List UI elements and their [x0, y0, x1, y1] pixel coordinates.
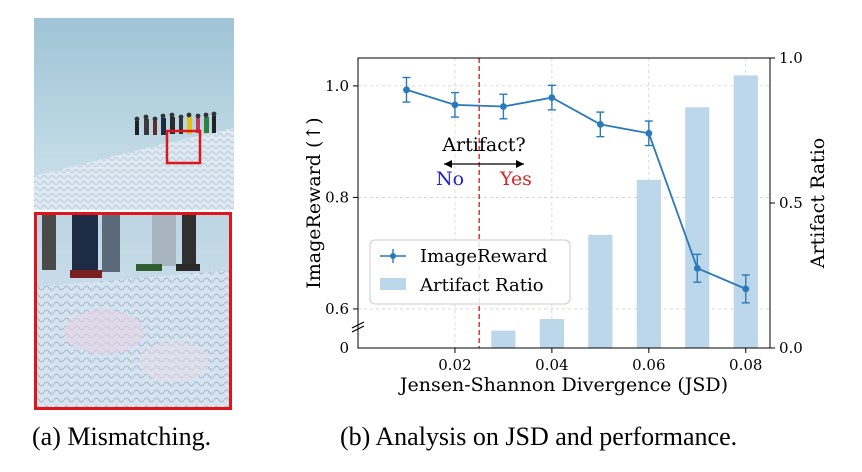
no-label: No [436, 168, 464, 190]
y-right-tick-label: 0.0 [779, 339, 803, 357]
skier-group [134, 111, 217, 135]
artifact-bar [733, 75, 758, 349]
imagereward-point [742, 285, 750, 293]
ticks: 0.02 0.04 0.06 0.08 0.6 0.8 1.0 0 0.0 0.5 1.0 [325, 49, 803, 374]
imagereward-point [403, 86, 410, 94]
caption-a: (a) Mismatching. [32, 422, 212, 451]
arrow-head-right [516, 160, 524, 168]
y-right-axis-label: Artifact Ratio [807, 138, 829, 269]
imagereward-point [500, 103, 507, 110]
bars [491, 75, 758, 349]
artifact-question: Artifact? [441, 134, 525, 156]
snow-slope [34, 128, 234, 210]
y-axis-label: ImageReward (↑) [303, 117, 325, 288]
axis-break-mark [351, 321, 365, 329]
imagereward-point [645, 129, 653, 137]
legend: ImageReward Artifact Ratio [369, 239, 571, 305]
x-tick-label: 0.06 [632, 356, 665, 374]
zoomed-crop [34, 212, 232, 410]
artifact-bar [685, 107, 710, 348]
zoomed-legs [42, 212, 200, 278]
caption-b: (b) Analysis on JSD and performance. [340, 422, 738, 451]
imagereward-point [548, 94, 556, 101]
yes-label: Yes [499, 168, 532, 190]
legend-artifact-ratio: Artifact Ratio [419, 275, 544, 296]
legend-bar-swatch [380, 278, 406, 290]
jsd-chart: 0.02 0.04 0.06 0.08 0.6 0.8 1.0 0 0.0 0.5 1.0 Imag… [303, 49, 829, 396]
imagereward-line [406, 88, 747, 290]
y-tick-label: 0.6 [325, 300, 349, 318]
annotation: Artifact? No Yes [436, 134, 532, 190]
artifact-bar [636, 179, 661, 348]
imagereward-point [596, 120, 604, 128]
x-tick-label: 0.08 [729, 356, 762, 374]
x-tick-label: 0.04 [535, 356, 568, 374]
arrow-head-left [444, 160, 452, 168]
artifact-bar [539, 319, 564, 348]
highlight-box [165, 129, 202, 165]
zoom-border [34, 212, 232, 410]
axis-break-mark [351, 325, 365, 333]
y-tick-label: 0.8 [325, 188, 349, 206]
artifact-bar [491, 330, 516, 348]
imagereward-point [693, 264, 701, 272]
y-right-tick-label: 0.5 [779, 194, 803, 212]
x-axis-label: Jensen-Shannon Divergence (JSD) [398, 374, 728, 396]
x-tick-label: 0.02 [438, 356, 471, 374]
y-tick-label-zero: 0 [339, 339, 349, 357]
artifact-bar [588, 234, 613, 348]
snow-photo [34, 18, 234, 210]
legend-imagereward: ImageReward [420, 246, 548, 267]
legend-box [369, 239, 571, 305]
imagereward-point [451, 101, 459, 109]
y-tick-label: 1.0 [325, 77, 349, 95]
line-series [402, 76, 750, 304]
y-right-tick-label: 1.0 [779, 49, 803, 67]
